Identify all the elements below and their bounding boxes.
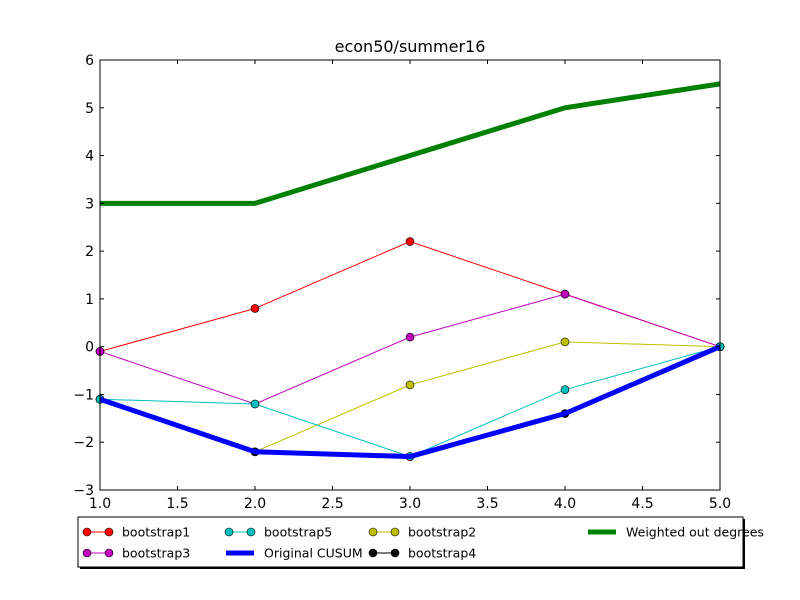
y-tick-label: 0 xyxy=(85,340,94,356)
legend-marker xyxy=(246,527,256,537)
legend-marker xyxy=(224,527,234,537)
series-line-original-cusum xyxy=(99,344,721,460)
legend-marker xyxy=(82,527,92,537)
legend-marker xyxy=(390,548,400,558)
y-tick-label: 2 xyxy=(85,244,94,260)
y-tick-label: 1 xyxy=(85,292,94,308)
legend-marker xyxy=(82,548,92,558)
legend-marker xyxy=(104,527,114,537)
y-tick-label: 6 xyxy=(85,53,94,69)
legend-label: Original CUSUM xyxy=(264,546,363,561)
y-tick-label: 5 xyxy=(85,101,94,117)
legend-item-original-cusum: Original CUSUM xyxy=(226,546,363,561)
series-bootstrap2 xyxy=(95,337,725,457)
legend-marker xyxy=(390,527,400,537)
chart-title: econ50/summer16 xyxy=(335,37,486,56)
y-tick-label: −3 xyxy=(73,483,94,499)
legend-item-weighted-out-degrees: Weighted out degrees xyxy=(588,525,764,540)
y-tick-label: 4 xyxy=(85,149,94,165)
point-bootstrap3-3 xyxy=(405,332,415,342)
series-line-weighted-out-degrees xyxy=(100,81,721,206)
plot-frame xyxy=(99,59,721,491)
legend-label: bootstrap3 xyxy=(122,546,190,561)
x-tick-label: 3.5 xyxy=(476,496,498,512)
legend-label: bootstrap2 xyxy=(408,525,476,540)
x-tick-label: 2.0 xyxy=(244,496,266,512)
legend-item-bootstrap1: bootstrap1 xyxy=(82,525,190,540)
series-bootstrap3 xyxy=(95,289,725,409)
x-tick-label: 1.0 xyxy=(89,496,111,512)
point-bootstrap1-3 xyxy=(405,237,415,246)
legend-item-bootstrap4: bootstrap4 xyxy=(368,546,476,561)
series-original-cusum xyxy=(99,344,721,460)
legend-marker xyxy=(368,548,378,558)
y-tick-label: −1 xyxy=(73,387,94,403)
legend-item-bootstrap5: bootstrap5 xyxy=(224,525,332,540)
y-tick-label: 3 xyxy=(85,196,94,212)
point-bootstrap5-4 xyxy=(560,385,570,394)
point-bootstrap2-4 xyxy=(560,337,570,347)
x-tick-label: 1.5 xyxy=(166,496,188,512)
legend-marker xyxy=(368,527,378,537)
legend: bootstrap1 bootstrap3 bootstrap5 Original C… xyxy=(77,516,764,569)
legend-label: bootstrap1 xyxy=(122,525,190,540)
x-tick-label: 4.0 xyxy=(554,496,576,512)
x-tick-label: 2.5 xyxy=(321,496,343,512)
x-tick-label: 5.0 xyxy=(709,496,731,512)
x-tick-label: 4.5 xyxy=(631,496,653,512)
legend-item-bootstrap2: bootstrap2 xyxy=(368,525,476,540)
series-line-bootstrap5 xyxy=(99,346,721,458)
legend-label: bootstrap5 xyxy=(264,525,332,540)
legend-item-bootstrap3: bootstrap3 xyxy=(82,546,190,561)
legend-label: bootstrap4 xyxy=(408,546,476,561)
point-bootstrap5-2 xyxy=(250,399,260,409)
series-line-bootstrap2 xyxy=(99,341,721,453)
y-tick-label: −2 xyxy=(73,435,94,451)
legend-marker xyxy=(104,548,114,558)
legend-box xyxy=(77,516,744,568)
series-bootstrap5 xyxy=(95,342,725,461)
legend-label: Weighted out degrees xyxy=(626,525,764,540)
series-layer xyxy=(95,81,725,461)
point-bootstrap2-3 xyxy=(405,380,415,390)
point-bootstrap3-4 xyxy=(560,289,570,299)
axis-ticks: 1.0 1.5 2.0 2.5 3.0 3.5 4.0 4.5 5.0 −3 −2 −1 0 1 2 3 4 5 6 xyxy=(73,53,731,512)
x-tick-label: 3.0 xyxy=(399,496,421,512)
point-bootstrap1-2 xyxy=(250,304,260,313)
series-weighted-out-degrees xyxy=(100,81,721,206)
